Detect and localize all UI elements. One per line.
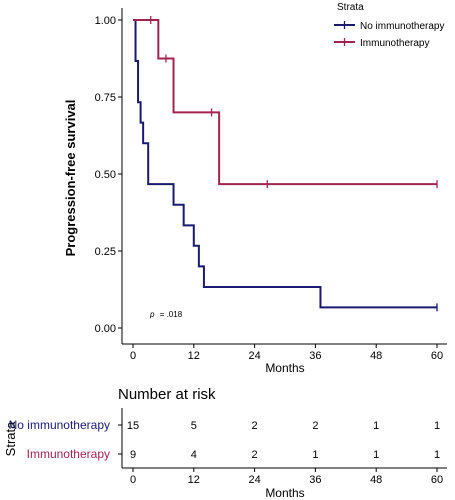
- legend-title: Strata: [337, 2, 364, 13]
- risk-count: 4: [191, 449, 197, 461]
- p-value-annotation: p = .018: [149, 310, 183, 319]
- km-axes: 0.00 0.25 0.50 0.75 1.00 0 12 24 36 48 60: [95, 8, 447, 362]
- risk-table: Number at risk Strata No immunotherapy 15…: [3, 386, 447, 500]
- risk-row-label: Immunotherapy: [27, 447, 110, 461]
- y-tick-label: 0.50: [95, 169, 116, 181]
- risk-count: 1: [373, 420, 379, 432]
- risk-count: 9: [130, 449, 136, 461]
- risk-x-tick-label: 0: [130, 474, 136, 486]
- x-tick-label: 12: [188, 350, 200, 362]
- x-tick-label: 36: [309, 350, 321, 362]
- p-value-text: = .018: [160, 310, 183, 319]
- y-tick-label: 1.00: [95, 15, 116, 27]
- risk-table-axis: 0 12 24 36 48 60: [118, 408, 447, 486]
- risk-x-tick-label: 24: [248, 474, 260, 486]
- survival-curve-1: [133, 19, 437, 309]
- legend-label: No immunotherapy: [360, 21, 444, 32]
- x-tick-label: 0: [130, 350, 136, 362]
- km-plot: 0.00 0.25 0.50 0.75 1.00 0 12 24 36 48 60 Progress…: [63, 2, 447, 375]
- p-value-symbol: p: [149, 310, 155, 319]
- y-tick-label: 0.00: [95, 323, 116, 335]
- risk-x-tick-label: 48: [370, 474, 382, 486]
- y-axis-title: Progression-free survival: [63, 100, 78, 257]
- risk-x-tick-label: 12: [188, 474, 200, 486]
- risk-count: 1: [434, 420, 440, 432]
- legend-label: Immunotherapy: [360, 38, 429, 49]
- x-tick-label: 60: [431, 350, 443, 362]
- x-axis-title: Months: [265, 361, 304, 375]
- risk-count: 1: [434, 449, 440, 461]
- y-tick-label: 0.25: [95, 246, 116, 258]
- risk-table-ylabel: Strata: [3, 421, 18, 456]
- risk-count: 2: [312, 420, 318, 432]
- risk-count: 1: [373, 449, 379, 461]
- risk-count: 2: [252, 449, 258, 461]
- risk-row-label: No immunotherapy: [9, 418, 110, 432]
- risk-count: 2: [252, 420, 258, 432]
- x-tick-label: 48: [370, 350, 382, 362]
- risk-table-title: Number at risk: [118, 386, 216, 403]
- x-tick-label: 24: [248, 350, 260, 362]
- risk-count: 1: [312, 449, 318, 461]
- risk-x-tick-label: 36: [309, 474, 321, 486]
- km-series-group: [133, 16, 438, 312]
- risk-count: 5: [191, 420, 197, 432]
- risk-table-rows: No immunotherapy 15 5 2 2 1 1 Immunotherapy 9 4 2 1…: [9, 418, 440, 461]
- legend: Strata No immunotherapy Immunotherapy: [334, 2, 444, 49]
- survival-curve-2: [133, 19, 437, 186]
- risk-x-tick-label: 60: [431, 474, 443, 486]
- risk-table-xlabel: Months: [265, 486, 304, 500]
- risk-count: 15: [127, 420, 139, 432]
- y-tick-label: 0.75: [95, 92, 116, 104]
